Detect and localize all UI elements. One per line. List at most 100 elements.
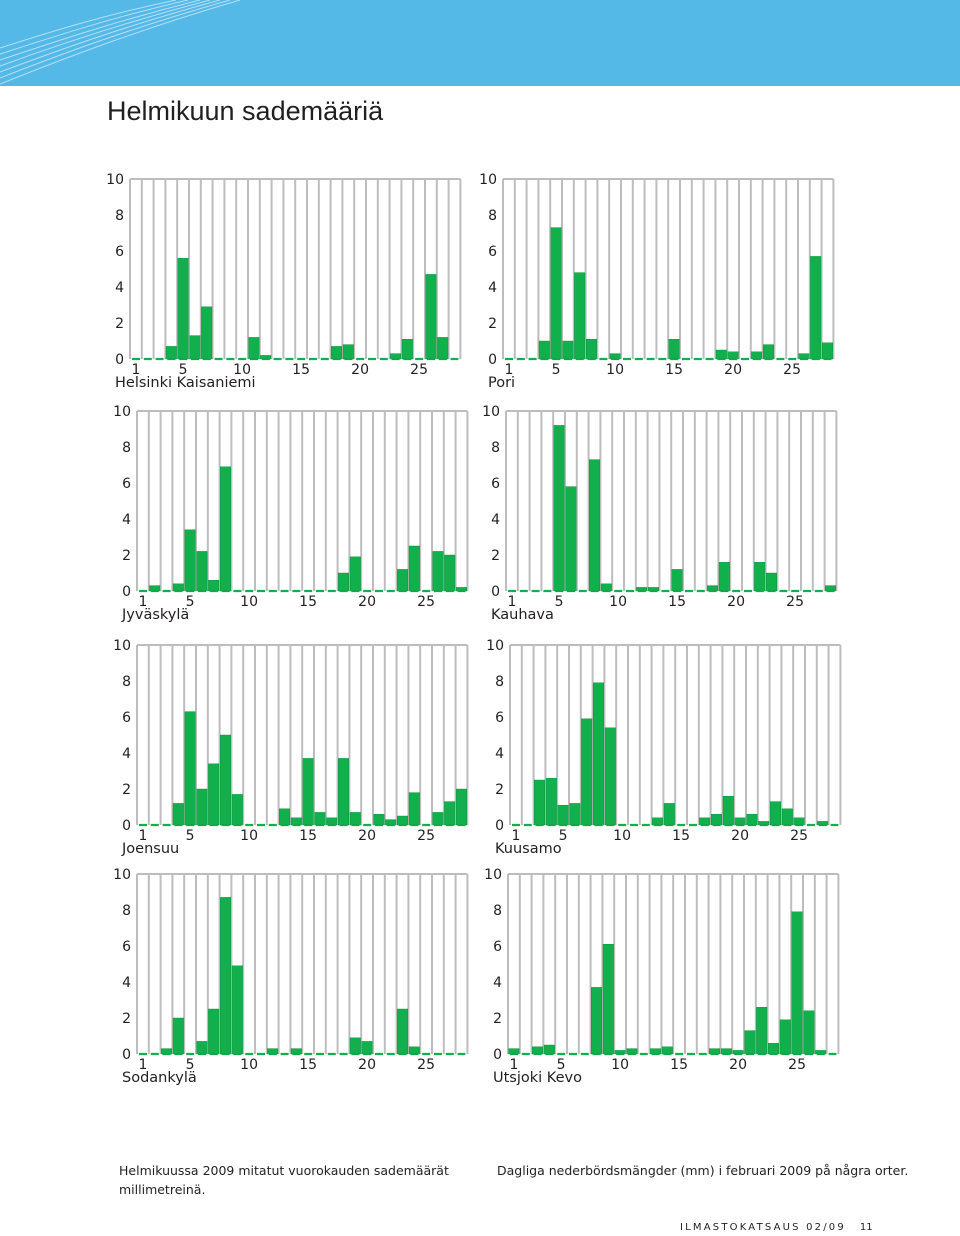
bar-day-19	[720, 1048, 732, 1055]
bar-day-14	[290, 1048, 302, 1055]
bar-day-19	[718, 562, 730, 592]
y-tick-label: 6	[122, 939, 131, 955]
y-tick-label: 6	[122, 710, 131, 726]
bar-day-26	[798, 353, 810, 360]
x-tick-label: 20	[358, 828, 376, 844]
bar-day-3	[532, 1046, 544, 1055]
bar-day-11	[626, 1048, 638, 1055]
bar-day-23	[397, 1008, 409, 1055]
bar-day-19	[349, 812, 361, 826]
x-tick-label: 10	[613, 828, 631, 844]
bar-day-26	[803, 1010, 815, 1055]
station-name: Sodankylä	[122, 1070, 197, 1086]
bar-day-22	[385, 819, 397, 826]
x-tick-label: 1	[511, 828, 520, 844]
x-tick-label: 1	[138, 828, 147, 844]
y-tick-label: 10	[479, 172, 497, 188]
bar-day-8	[219, 734, 231, 826]
bar-day-23	[390, 353, 402, 360]
y-tick-label: 8	[122, 440, 131, 456]
footer: ILMASTOKATSAUS 02/09 11	[680, 1222, 873, 1233]
y-tick-label: 0	[493, 1047, 502, 1063]
x-tick-label: 10	[233, 362, 251, 378]
bar-day-18	[711, 814, 723, 826]
x-tick-label: 1	[509, 1057, 518, 1073]
bar-day-28	[456, 788, 468, 826]
x-tick-label: 10	[609, 594, 627, 610]
header-swoosh-decoration	[0, 0, 241, 85]
bar-day-28	[825, 585, 837, 592]
y-tick-label: 0	[495, 818, 504, 834]
bar-day-5	[553, 425, 565, 592]
bar-day-7	[208, 1008, 220, 1055]
bar-day-24	[408, 792, 420, 826]
bar-day-20	[732, 1050, 744, 1055]
y-tick-label: 4	[115, 280, 124, 296]
y-tick-label: 4	[122, 746, 131, 762]
header-band	[0, 0, 960, 86]
bar-day-18	[331, 346, 343, 360]
y-tick-label: 4	[122, 975, 131, 991]
bar-day-7	[574, 272, 586, 360]
y-tick-label: 10	[486, 638, 504, 654]
bar-day-23	[770, 801, 782, 826]
y-tick-label: 0	[115, 352, 124, 368]
y-tick-label: 0	[122, 818, 131, 834]
y-tick-label: 10	[484, 867, 502, 883]
y-tick-label: 8	[491, 440, 500, 456]
x-tick-label: 20	[729, 1057, 747, 1073]
bar-day-6	[196, 788, 208, 826]
bar-day-6	[565, 486, 577, 592]
bar-day-28	[822, 342, 834, 360]
bar-day-27	[437, 337, 449, 360]
bar-day-6	[569, 803, 581, 826]
x-tick-label: 20	[351, 362, 369, 378]
bar-day-22	[751, 351, 763, 360]
x-tick-label: 15	[665, 362, 683, 378]
bar-day-19	[342, 344, 354, 360]
x-tick-label: 5	[186, 1057, 195, 1073]
bar-day-3	[534, 779, 546, 826]
x-tick-label: 15	[668, 594, 686, 610]
bar-day-1	[508, 1048, 520, 1055]
station-name: Utsjoki Kevo	[493, 1070, 582, 1086]
bar-day-20	[361, 1041, 373, 1055]
y-tick-label: 8	[122, 903, 131, 919]
bar-day-10	[609, 353, 621, 360]
bar-day-7	[208, 580, 220, 592]
y-tick-label: 2	[122, 782, 131, 798]
bar-day-4	[172, 803, 184, 826]
y-tick-label: 4	[491, 512, 500, 528]
y-tick-label: 2	[122, 548, 131, 564]
bar-day-13	[279, 808, 291, 826]
footer-publication: ILMASTOKATSAUS 02/09	[680, 1222, 846, 1233]
bar-day-8	[591, 987, 603, 1055]
bar-day-26	[432, 551, 444, 592]
bar-day-21	[744, 1030, 756, 1055]
y-tick-label: 8	[488, 208, 497, 224]
bar-day-25	[793, 817, 805, 826]
x-tick-label: 25	[790, 828, 808, 844]
y-tick-label: 10	[482, 404, 500, 420]
bar-day-4	[545, 778, 557, 826]
y-tick-label: 2	[488, 316, 497, 332]
x-tick-label: 1	[507, 594, 516, 610]
x-tick-label: 25	[417, 828, 435, 844]
x-tick-label: 25	[786, 594, 804, 610]
y-tick-label: 2	[493, 1011, 502, 1027]
bar-day-23	[766, 572, 778, 592]
bar-day-24	[408, 1046, 420, 1055]
bar-day-14	[661, 1046, 673, 1055]
bar-day-9	[602, 944, 614, 1055]
bar-day-5	[177, 258, 189, 360]
x-tick-label: 10	[240, 594, 258, 610]
x-tick-label: 25	[788, 1057, 806, 1073]
bar-day-27	[817, 821, 829, 826]
x-tick-label: 25	[417, 594, 435, 610]
